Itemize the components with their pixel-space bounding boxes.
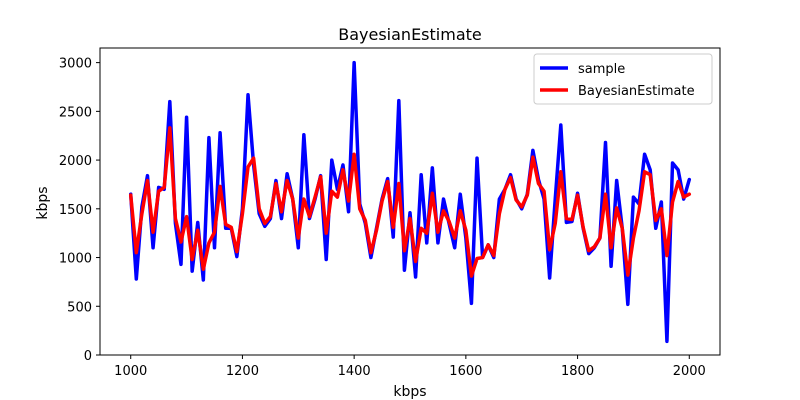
y-tick-label: 2000 bbox=[59, 154, 92, 169]
x-tick-label: 1400 bbox=[338, 364, 371, 379]
y-axis-label: kbps bbox=[35, 186, 51, 219]
x-axis: 1000 1200 1400 1600 1800 2000 bbox=[114, 355, 706, 379]
y-axis: 0 500 1000 1500 2000 2500 3000 bbox=[59, 57, 100, 364]
x-tick-label: 1800 bbox=[561, 364, 594, 379]
y-tick-label: 3000 bbox=[59, 57, 92, 72]
y-tick-label: 500 bbox=[67, 300, 92, 315]
legend-label: BayesianEstimate bbox=[578, 84, 695, 99]
x-tick-label: 2000 bbox=[673, 364, 706, 379]
y-tick-label: 2500 bbox=[59, 105, 92, 120]
plot-area bbox=[99, 47, 721, 356]
legend-box bbox=[533, 53, 713, 105]
x-axis-label: kbps bbox=[393, 384, 426, 400]
chart-title: BayesianEstimate bbox=[338, 25, 482, 44]
x-tick-label: 1600 bbox=[449, 364, 482, 379]
x-tick-label: 1200 bbox=[226, 364, 259, 379]
legend: sample BayesianEstimate bbox=[533, 53, 713, 105]
legend-label: sample bbox=[578, 62, 625, 77]
plot-frame bbox=[99, 47, 721, 356]
y-tick-label: 0 bbox=[84, 349, 92, 364]
y-tick-label: 1500 bbox=[59, 203, 92, 218]
series-line-bayesian-estimate bbox=[128, 126, 692, 278]
y-tick-label: 1000 bbox=[59, 252, 92, 267]
x-tick-label: 1000 bbox=[114, 364, 147, 379]
